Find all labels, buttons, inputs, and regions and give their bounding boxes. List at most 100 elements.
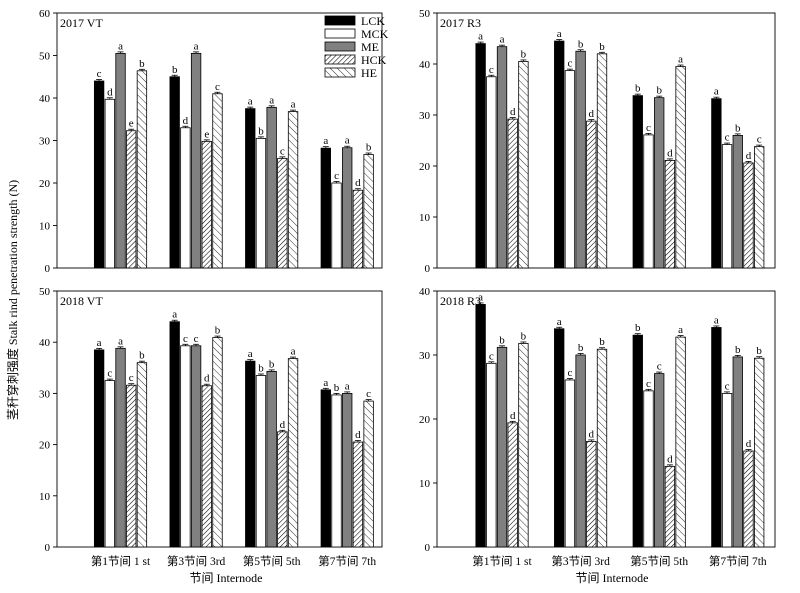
significance-letter: c [280,145,285,157]
legend-label-hck: HCK [361,53,387,67]
bar-mck [255,375,267,548]
bar-mck [643,390,654,548]
bar-lck [169,321,180,548]
bar-group: cd a e b [93,40,148,269]
significance-letter: b [756,345,762,357]
y-tick-label: 10 [39,491,51,503]
significance-letter: c [183,333,188,345]
significance-letter: a [345,380,350,392]
legend-swatch-me [324,41,356,52]
x-tick-label: 第7节间 7th [709,554,767,568]
significance-letter: c [194,333,199,345]
bar-lck [320,147,331,269]
significance-letter: c [366,388,371,400]
legend-label-lck: LCK [361,14,385,28]
bar-he [363,400,374,548]
y-tick-label: 30 [39,136,51,148]
significance-letter: a [97,337,102,349]
bar-me [190,52,202,269]
y-tick-label: 0 [425,263,431,275]
bar-me [732,356,743,548]
significance-letter: d [667,453,673,465]
bar-me [654,97,665,269]
bar-he [287,358,299,548]
bar-lck [169,76,180,269]
bar-hck [586,120,597,269]
bar-lck [475,43,486,269]
significance-letter: d [667,147,673,159]
bar-lck [554,40,565,269]
significance-letter: c [646,378,651,390]
significance-letter: e [204,128,209,140]
significance-letter: b [172,64,178,76]
bar-he [212,93,223,269]
y-tick-label: 50 [39,286,51,298]
bar-hck [664,465,676,548]
significance-letter: d [204,373,210,385]
significance-letter: b [735,344,741,356]
x-tick-label: 第5节间 5th [630,554,688,568]
bar-hck [352,441,364,548]
x-tick-label: 第1节间 1 st [472,554,532,568]
significance-letter: c [215,81,220,93]
significance-letter: b [521,48,527,60]
legend: LCK MCK ME HCK HE [324,14,389,80]
bar-me [342,147,353,269]
significance-letter: b [521,330,527,342]
chart-title: 2018 VT [60,294,103,308]
bar-lck [632,334,643,548]
significance-letter: c [657,361,662,373]
significance-letter: d [510,106,516,118]
significance-letter: d [589,108,595,120]
significance-letter: b [139,58,145,70]
significance-letter: d [280,419,286,431]
significance-letter: c [489,64,494,76]
significance-letter: b [499,334,505,346]
significance-letter: a [194,40,199,52]
bar-hck [743,162,754,269]
significance-letter: a [478,291,483,303]
bar-lck [554,328,565,548]
bar-group: ac cdb [169,309,223,548]
bar-me [732,134,743,269]
x-tick-label: 第5节间 5th [243,554,301,568]
significance-letter: a [714,314,719,326]
significance-letter: b [635,83,641,95]
bar-lck [320,389,331,548]
significance-letter: d [355,429,361,441]
bar-mck [104,98,115,269]
y-tick-label: 30 [419,110,431,122]
bar-me [575,50,586,269]
significance-letter: b [599,41,605,53]
bar-mck [721,144,733,269]
significance-letter: a [678,54,683,66]
bar-hck [664,159,676,269]
bar-mck [564,70,576,269]
legend-label-he: HE [361,66,377,80]
y-tick-label: 30 [39,388,51,400]
bar-mck [331,394,342,548]
bar-lck [93,80,105,269]
significance-letter: a [678,324,683,336]
significance-letter: d [183,115,189,127]
bar-mck [564,379,576,548]
bar-me [342,392,353,548]
bar-mck [104,380,115,548]
bar-hck [201,385,212,548]
y-tick-label: 20 [419,161,431,173]
significance-letter: c [129,372,134,384]
significance-letter: d [355,177,361,189]
bar-he [754,357,765,548]
bar-hck [277,431,288,548]
significance-letter: b [599,336,605,348]
bar-mck [331,182,342,269]
bar-mck [486,76,497,269]
bar-group: b c b d a [632,54,686,269]
